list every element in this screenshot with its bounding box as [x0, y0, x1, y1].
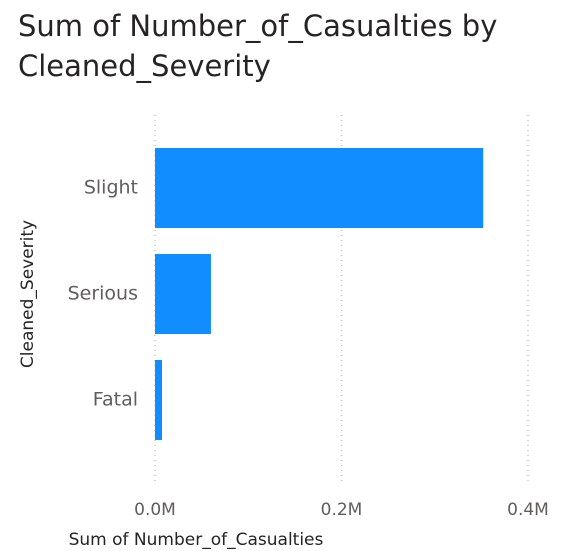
bar	[155, 254, 211, 334]
y-tick-label: Serious	[68, 283, 138, 305]
bar	[155, 148, 484, 228]
x-axis-title: Sum of Number_of_Casualties	[69, 530, 324, 550]
x-tick-label: 0.4M	[507, 500, 549, 520]
y-axis-title: Cleaned_Severity	[18, 220, 38, 368]
y-tick-label: Fatal	[93, 389, 138, 411]
x-tick-label: 0.2M	[321, 500, 363, 520]
chart-title: Sum of Number_of_Casualties by Cleaned_S…	[18, 9, 498, 83]
x-tick-label: 0.0M	[134, 500, 176, 520]
y-tick-label: Slight	[84, 177, 138, 199]
bar	[155, 360, 162, 440]
